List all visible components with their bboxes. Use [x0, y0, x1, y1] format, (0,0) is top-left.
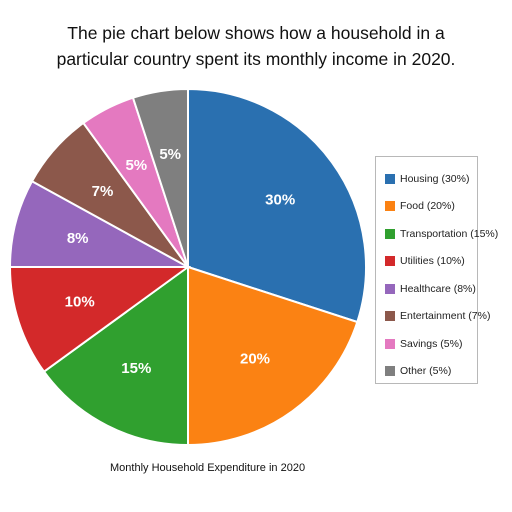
legend-item-housing: Housing (30%)	[385, 165, 477, 193]
legend-label-food: Food (20%)	[400, 200, 455, 213]
pie-label-savings: 5%	[125, 157, 147, 174]
legend-swatch-entertainment	[385, 311, 395, 322]
legend-swatch-savings	[385, 338, 395, 349]
legend-label-savings: Savings (5%)	[400, 337, 463, 350]
legend-swatch-food	[385, 201, 395, 212]
pie-label-transportation: 15%	[121, 360, 151, 377]
chart-heading-line-1: The pie chart below shows how a househol…	[67, 23, 445, 43]
legend-swatch-utilities	[385, 256, 395, 267]
pie-slice-food	[187, 265, 359, 447]
legend-item-utilities: Utilities (10%)	[385, 248, 477, 276]
legend-label-housing: Housing (30%)	[400, 172, 470, 185]
legend-label-utilities: Utilities (10%)	[400, 255, 465, 268]
legend-item-food: Food (20%)	[385, 193, 477, 221]
pie-slice-housing	[187, 87, 367, 324]
chart-heading: The pie chart below shows how a househol…	[20, 20, 492, 72]
legend-item-entertainment: Entertainment (7%)	[385, 303, 490, 331]
legend-swatch-healthcare	[385, 283, 395, 294]
legend-label-other: Other (5%)	[400, 365, 452, 378]
legend-label-entertainment: Entertainment (7%)	[400, 310, 491, 323]
pie-label-utilities: 10%	[65, 294, 95, 311]
legend-swatch-housing	[385, 173, 395, 184]
pie-label-other: 5%	[159, 146, 181, 163]
pie-label-food: 20%	[240, 351, 270, 368]
chart-heading-line-2: particular country spent its monthly inc…	[56, 49, 456, 69]
pie-slice-other	[131, 87, 189, 268]
legend-swatch-other	[385, 366, 395, 377]
pie-label-entertainment: 7%	[92, 183, 114, 200]
legend-item-healthcare: Healthcare (8%)	[385, 275, 477, 303]
pie-slice-healthcare	[8, 179, 189, 268]
legend-item-transportation: Transportation (15%)	[385, 220, 498, 248]
legend-item-other: Other (5%)	[385, 358, 477, 386]
legend-swatch-transportation	[385, 228, 395, 239]
legend-label-healthcare: Healthcare (8%)	[400, 282, 476, 295]
legend-item-savings: Savings (5%)	[385, 330, 477, 358]
pie-label-healthcare: 8%	[67, 230, 89, 247]
chart-caption: Monthly Household Expenditure in 2020	[110, 462, 306, 474]
chart-legend: Housing (30%) Food (20%) Transportation …	[375, 156, 498, 386]
legend-label-transportation: Transportation (15%)	[400, 227, 499, 240]
pie-label-housing: 30%	[265, 192, 295, 209]
pie-slice-utilities	[8, 266, 192, 374]
pie-slice-transportation	[42, 265, 189, 447]
